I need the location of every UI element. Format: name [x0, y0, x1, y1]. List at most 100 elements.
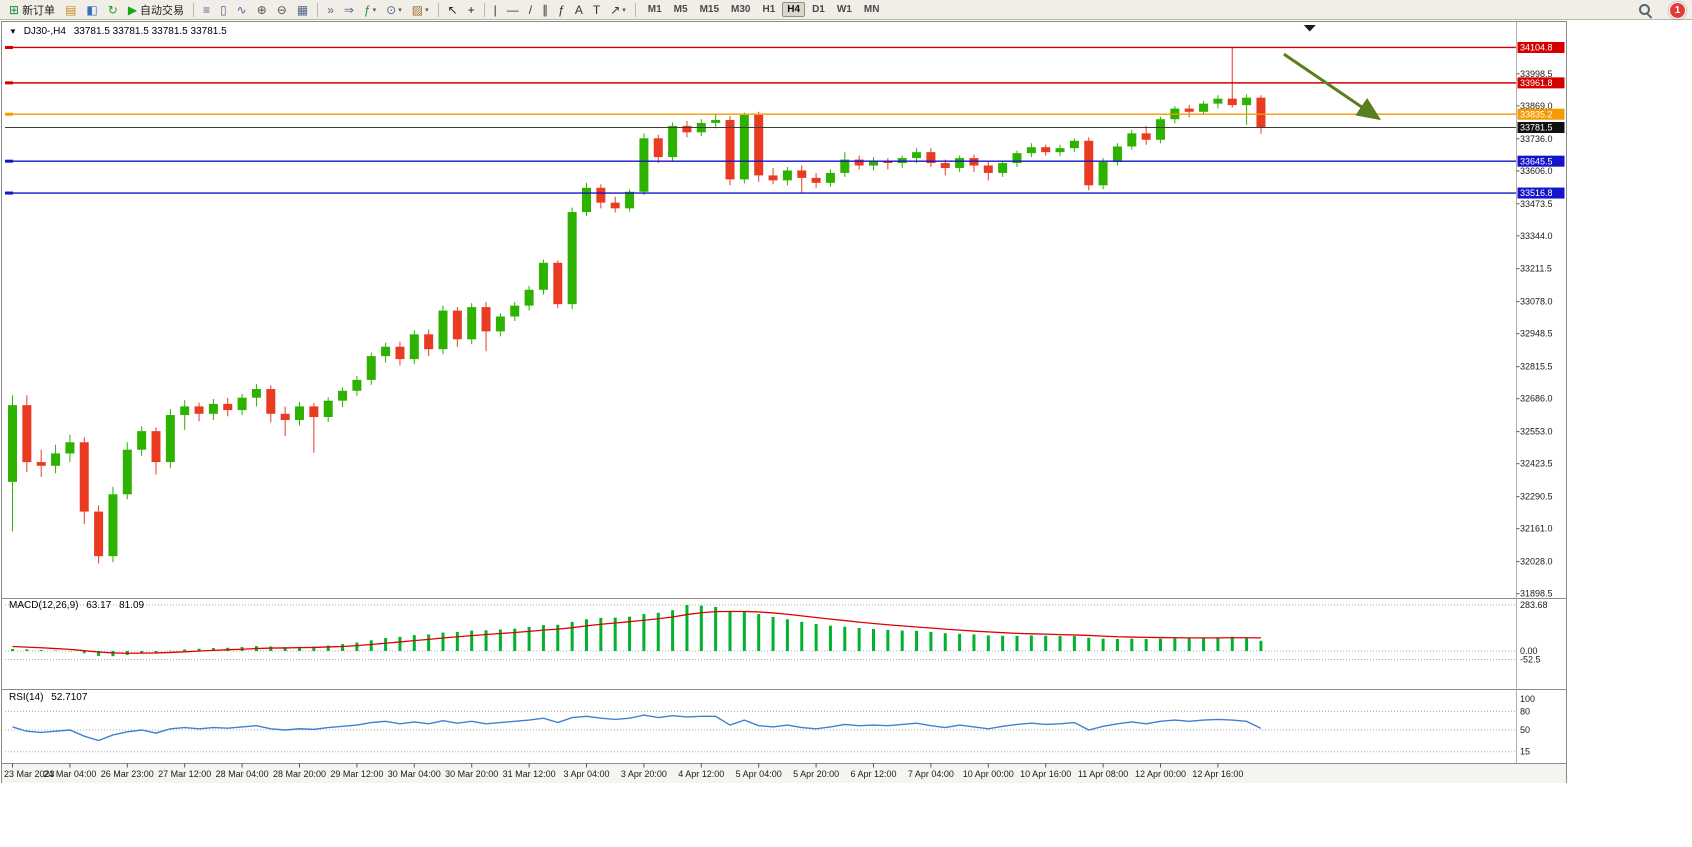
- text-icon: A: [574, 2, 583, 17]
- candle: [151, 427, 161, 475]
- bar-chart-type-icon: ≡: [203, 2, 211, 17]
- candle: [495, 313, 505, 337]
- toolbar-buttons-group: ⊞ 新订单 ▤ ◧ ↻ ▶ 自动交易 ≡ ▯ ∿ ⊕ ⊖ ▦» ⇒ ƒ ▾ ⊙ ▾ ▨ ▾ ↖ + | — / ∥ ƒ A T ↗ ▾: [4, 0, 640, 19]
- chart-shift-icon[interactable]: ⇒: [340, 0, 358, 19]
- candle: [524, 285, 534, 311]
- candle: [51, 444, 61, 474]
- candle: [711, 113, 721, 129]
- crosshair-icon[interactable]: +: [464, 0, 479, 19]
- candle: [754, 111, 764, 182]
- timeframe-button-d1[interactable]: D1: [812, 4, 825, 15]
- zoom-in-icon[interactable]: ⊕: [253, 0, 271, 19]
- channel-icon[interactable]: ∥: [538, 0, 552, 19]
- candle: [739, 112, 749, 184]
- price-tick-label: 33606.0: [1520, 166, 1553, 176]
- profiles-icon[interactable]: ◧: [82, 0, 101, 19]
- bar-chart-type-icon[interactable]: ≡: [199, 0, 214, 19]
- candle: [1026, 143, 1036, 158]
- time-axis-label: 3 Apr 04:00: [563, 769, 609, 779]
- timeframe-button-h4[interactable]: H4: [782, 2, 806, 17]
- fibo-icon: ƒ: [558, 2, 565, 17]
- new-order-icon: ⊞: [9, 2, 20, 17]
- one-click-trading-toggle-icon[interactable]: ▼: [9, 27, 17, 36]
- price-tick-label: 32028.0: [1520, 557, 1553, 567]
- candle: [1184, 105, 1194, 118]
- line-edge-marker: [5, 191, 13, 195]
- price-tick-label: 33211.5: [1520, 264, 1552, 274]
- line-chart-type-icon: ∿: [236, 2, 247, 17]
- svg-text:33835.2: 33835.2: [1520, 109, 1553, 119]
- price-tag: 33781.5: [1517, 122, 1565, 134]
- trendline-icon[interactable]: /: [525, 0, 536, 19]
- price-tag: 33516.8: [1517, 187, 1565, 199]
- cursor-icon[interactable]: ↖: [444, 0, 462, 19]
- hline-icon[interactable]: —: [503, 0, 523, 19]
- candle: [309, 403, 319, 453]
- candlestick-type-icon[interactable]: ▯: [216, 0, 231, 19]
- periods-icon: ⊙: [386, 2, 397, 17]
- periods-icon[interactable]: ⊙ ▾: [382, 0, 406, 19]
- price-tick-label: 33736.0: [1520, 134, 1553, 144]
- toolbar-separator: [634, 2, 636, 17]
- indicators-icon[interactable]: ƒ ▾: [360, 0, 380, 19]
- tile-windows-icon[interactable]: ▦: [293, 0, 312, 19]
- horizontal-lines-layer: [5, 45, 1517, 195]
- candle: [582, 182, 591, 216]
- candle: [251, 384, 261, 407]
- new-chart-icon[interactable]: ▤: [61, 0, 80, 19]
- timeframe-button-mn[interactable]: MN: [863, 4, 880, 15]
- main-toolbar: ⊞ 新订单 ▤ ◧ ↻ ▶ 自动交易 ≡ ▯ ∿ ⊕ ⊖ ▦» ⇒ ƒ ▾ ⊙ ▾ ▨ ▾ ↖ + | — / ∥ ƒ A T ↗ ▾ M1…: [0, 0, 1692, 20]
- price-tick-label: 33998.5: [1520, 69, 1553, 79]
- candle: [424, 329, 434, 357]
- candle: [969, 154, 979, 172]
- line-edge-marker: [5, 159, 13, 163]
- trend-arrow-annotation[interactable]: [1283, 52, 1382, 121]
- candle: [639, 133, 649, 196]
- label-icon[interactable]: T: [589, 0, 604, 19]
- candle: [295, 402, 304, 426]
- toolbar-separator: [483, 2, 485, 17]
- refresh-icon[interactable]: ↻: [104, 0, 122, 19]
- candle: [1055, 144, 1065, 157]
- timeframe-button-m1[interactable]: M1: [647, 4, 662, 15]
- autotrade-button[interactable]: ▶ 自动交易: [124, 0, 188, 19]
- search-icon[interactable]: [1638, 3, 1653, 18]
- fibo-icon[interactable]: ƒ: [554, 0, 569, 19]
- timeframe-button-m15[interactable]: M15: [699, 4, 720, 15]
- candle: [840, 152, 850, 177]
- candle: [65, 434, 75, 463]
- templates-icon[interactable]: ▨ ▾: [408, 0, 433, 19]
- timeframe-button-h1[interactable]: H1: [762, 4, 776, 15]
- svg-text:34104.8: 34104.8: [1520, 43, 1553, 53]
- dropdown-caret-icon: ▾: [372, 6, 377, 14]
- candle: [438, 305, 448, 355]
- notification-badge[interactable]: 1: [1669, 2, 1686, 19]
- macd-axis-label: 283.68: [1520, 600, 1548, 610]
- svg-text:33516.8: 33516.8: [1520, 188, 1553, 198]
- candle: [8, 395, 17, 532]
- arrows-icon: ↗: [610, 2, 621, 17]
- line-chart-type-icon[interactable]: ∿: [233, 0, 251, 19]
- indicators-icon: ƒ: [363, 2, 371, 17]
- vline-icon[interactable]: |: [490, 0, 501, 19]
- timeframe-button-m5[interactable]: M5: [673, 4, 688, 15]
- candle: [596, 184, 606, 209]
- chart-shift-marker[interactable]: [1303, 25, 1316, 32]
- autoscroll-icon[interactable]: »: [323, 0, 338, 19]
- arrows-icon[interactable]: ↗ ▾: [606, 0, 630, 19]
- new-order-button[interactable]: ⊞ 新订单: [5, 0, 59, 19]
- macd-value-signal: 81.09: [119, 600, 145, 611]
- timeframe-button-m30[interactable]: M30: [731, 4, 751, 15]
- candle: [725, 115, 735, 186]
- rsi-axis-label: 100: [1520, 694, 1535, 704]
- time-axis-label: 30 Mar 20:00: [445, 769, 498, 779]
- text-icon[interactable]: A: [571, 0, 587, 19]
- zoom-out-icon[interactable]: ⊖: [273, 0, 291, 19]
- timeframe-button-w1[interactable]: W1: [836, 4, 852, 15]
- time-axis-label: 10 Apr 00:00: [963, 769, 1014, 779]
- topright-icons: 1: [1638, 2, 1686, 19]
- autotrade-icon: ▶: [127, 2, 138, 17]
- candle: [108, 486, 118, 563]
- time-axis-label: 12 Apr 00:00: [1135, 769, 1186, 779]
